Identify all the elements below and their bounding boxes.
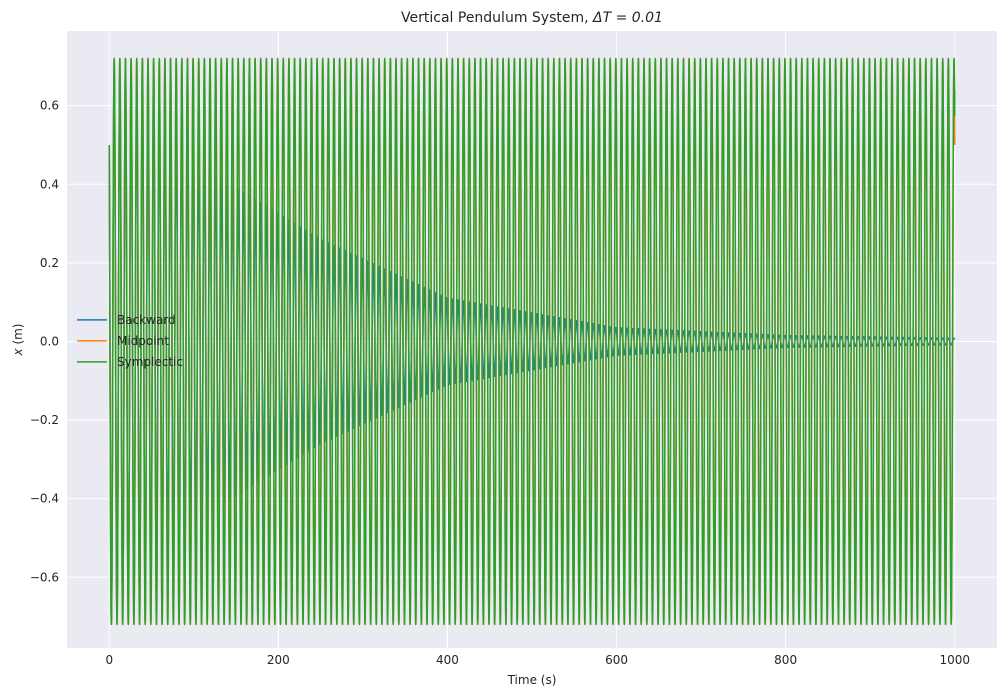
x-tick-label: 200 bbox=[267, 653, 290, 667]
chart-title-math: ΔT = 0.01 bbox=[592, 10, 663, 26]
chart-title: Vertical Pendulum System, ΔT = 0.01 bbox=[401, 10, 663, 26]
y-tick-label: 0.2 bbox=[40, 256, 59, 270]
x-tick-label: 600 bbox=[605, 653, 628, 667]
y-axis-label-var: x bbox=[11, 347, 25, 356]
y-tick-label: 0.0 bbox=[40, 334, 59, 348]
y-axis-label-unit: (m) bbox=[11, 324, 25, 349]
x-tick-label: 400 bbox=[436, 653, 459, 667]
legend-label-midpoint: Midpoint bbox=[117, 334, 169, 348]
legend-label-backward: Backward bbox=[117, 313, 176, 327]
series-line-symplectic bbox=[108, 57, 956, 626]
x-tick-label: 0 bbox=[105, 653, 113, 667]
x-tick-label: 1000 bbox=[939, 653, 970, 667]
y-tick-label: 0.4 bbox=[40, 177, 59, 191]
x-axis-label: Time (s) bbox=[507, 673, 557, 687]
chart-title-main: Vertical Pendulum System, bbox=[401, 10, 593, 26]
y-tick-label: −0.6 bbox=[30, 570, 59, 584]
y-tick-label: −0.4 bbox=[30, 492, 59, 506]
y-axis-ticks: −0.6 −0.4 −0.2 0.0 0.2 0.4 0.6 bbox=[30, 99, 59, 585]
y-tick-label: 0.6 bbox=[40, 99, 59, 113]
legend-label-symplectic: Symplectic bbox=[117, 355, 183, 369]
y-axis-label: x (m) bbox=[11, 324, 25, 357]
series-layer bbox=[108, 57, 956, 626]
x-axis-ticks: 0 200 400 600 800 1000 bbox=[105, 653, 970, 667]
y-tick-label: −0.2 bbox=[30, 413, 59, 427]
x-tick-label: 800 bbox=[774, 653, 797, 667]
legend: Backward Midpoint Symplectic bbox=[77, 313, 183, 369]
